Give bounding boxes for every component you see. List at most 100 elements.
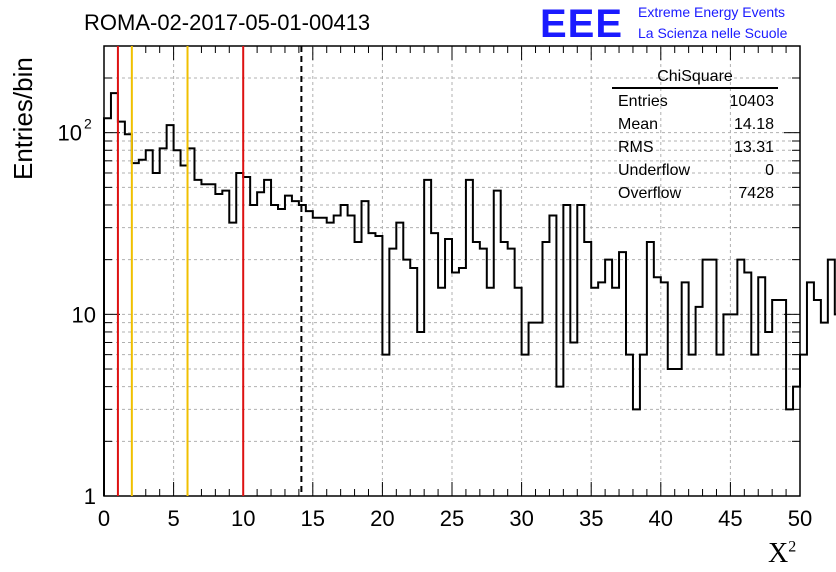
histogram-bin xyxy=(139,160,146,496)
histogram-bin xyxy=(487,288,494,496)
stats-row-rms: RMS 13.31 xyxy=(612,136,778,159)
histogram-bin xyxy=(661,282,668,496)
x-axis-label: X2 xyxy=(768,538,797,569)
histogram-bin xyxy=(737,260,744,496)
x-tick-label: 25 xyxy=(440,506,464,531)
histogram-bin xyxy=(424,180,431,496)
histogram-bin xyxy=(153,173,160,496)
histogram-bin xyxy=(264,180,271,496)
histogram-bin xyxy=(612,288,619,496)
stats-value: 7428 xyxy=(738,185,774,202)
histogram-bin xyxy=(584,242,591,496)
histogram-bin xyxy=(716,355,723,496)
stats-label: Overflow xyxy=(618,185,682,202)
histogram-bin xyxy=(501,242,508,496)
histogram-bin xyxy=(118,122,125,496)
histogram-bin xyxy=(473,242,480,496)
histogram-bin xyxy=(188,148,195,496)
y-tick-label: 10 xyxy=(72,302,96,327)
histogram-bin xyxy=(494,191,501,496)
histogram-bin xyxy=(375,236,382,496)
histogram-bin xyxy=(438,288,445,496)
histogram-bin xyxy=(744,272,751,496)
x-tick-label: 5 xyxy=(167,506,179,531)
stats-box: ChiSquare Entries 10403 Mean 14.18 RMS 1… xyxy=(612,68,778,205)
histogram-bin xyxy=(800,355,807,496)
histogram-bin xyxy=(647,242,654,496)
histogram-bin xyxy=(807,282,814,496)
histogram-bin xyxy=(765,332,772,496)
histogram-bin xyxy=(403,260,410,496)
histogram-bin xyxy=(515,288,522,496)
histogram-bin xyxy=(250,205,257,496)
histogram-bin xyxy=(229,223,236,496)
histogram-bin xyxy=(730,314,737,496)
histogram-bin xyxy=(208,184,215,496)
histogram-bin xyxy=(577,205,584,496)
histogram-bin xyxy=(522,355,529,496)
x-tick-label: 20 xyxy=(370,506,394,531)
histogram-bin xyxy=(682,282,689,496)
histogram-bin xyxy=(828,260,835,496)
histogram-bin xyxy=(348,216,355,496)
histogram-bin xyxy=(605,260,612,496)
histogram-bin xyxy=(779,300,786,496)
histogram-bin xyxy=(362,201,369,496)
histogram-bin xyxy=(417,332,424,496)
histogram-bin xyxy=(382,355,389,496)
histogram-bin xyxy=(654,277,661,496)
histogram-bin xyxy=(821,323,828,496)
histogram-bin xyxy=(396,223,403,496)
histogram-bin xyxy=(556,387,563,496)
stats-row-entries: Entries 10403 xyxy=(612,90,778,113)
histogram-bin xyxy=(243,177,250,496)
histogram-bin xyxy=(689,355,696,496)
histogram-bin xyxy=(285,196,292,496)
histogram-bin xyxy=(786,409,793,496)
histogram-bin xyxy=(710,260,717,496)
histogram-bin xyxy=(633,409,640,496)
histogram-bin xyxy=(508,249,515,496)
histogram-bin xyxy=(570,342,577,496)
logo-line-1: Extreme Energy Events xyxy=(638,4,786,20)
histogram-bin xyxy=(640,355,647,496)
x-tick-label: 50 xyxy=(788,506,812,531)
histogram-bin xyxy=(696,307,703,496)
stats-label: Entries xyxy=(618,93,668,110)
histogram-bin xyxy=(466,180,473,496)
y-axis-label: Entries/bin xyxy=(8,57,38,180)
histogram-bin xyxy=(389,249,396,496)
histogram-bin xyxy=(793,387,800,496)
stats-value: 14.18 xyxy=(733,116,774,133)
histogram-bin xyxy=(334,216,341,496)
x-tick-label: 35 xyxy=(579,506,603,531)
stats-label: RMS xyxy=(618,139,654,156)
x-tick-label: 30 xyxy=(509,506,533,531)
histogram-bin xyxy=(181,165,188,496)
histogram-bin xyxy=(341,205,348,496)
histogram-bin xyxy=(459,268,466,496)
histogram-bin xyxy=(320,218,327,496)
histogram-bin xyxy=(313,218,320,496)
histogram-bin xyxy=(327,223,334,496)
x-tick-label: 15 xyxy=(301,506,325,531)
histogram-bin xyxy=(445,239,452,496)
histogram-bin xyxy=(236,173,243,496)
logo-line-2: La Scienza nelle Scuole xyxy=(638,25,788,41)
histogram-bin xyxy=(215,194,222,496)
histogram-bin xyxy=(111,93,118,496)
histogram-bin xyxy=(751,355,758,496)
x-tick-label: 45 xyxy=(718,506,742,531)
x-tick-label: 0 xyxy=(98,506,110,531)
stats-row-underflow: Underflow 0 xyxy=(612,159,778,182)
histogram-bin xyxy=(563,205,570,496)
histogram-line xyxy=(103,92,836,496)
stats-value: 10403 xyxy=(729,93,775,110)
histogram-bin xyxy=(480,249,487,496)
eee-logo: EEE xyxy=(540,2,624,46)
histogram-bin xyxy=(626,355,633,496)
histogram-bin xyxy=(703,260,710,496)
histogram-bin xyxy=(257,192,264,496)
histogram-bin xyxy=(452,272,459,496)
histogram-bin xyxy=(174,150,181,496)
